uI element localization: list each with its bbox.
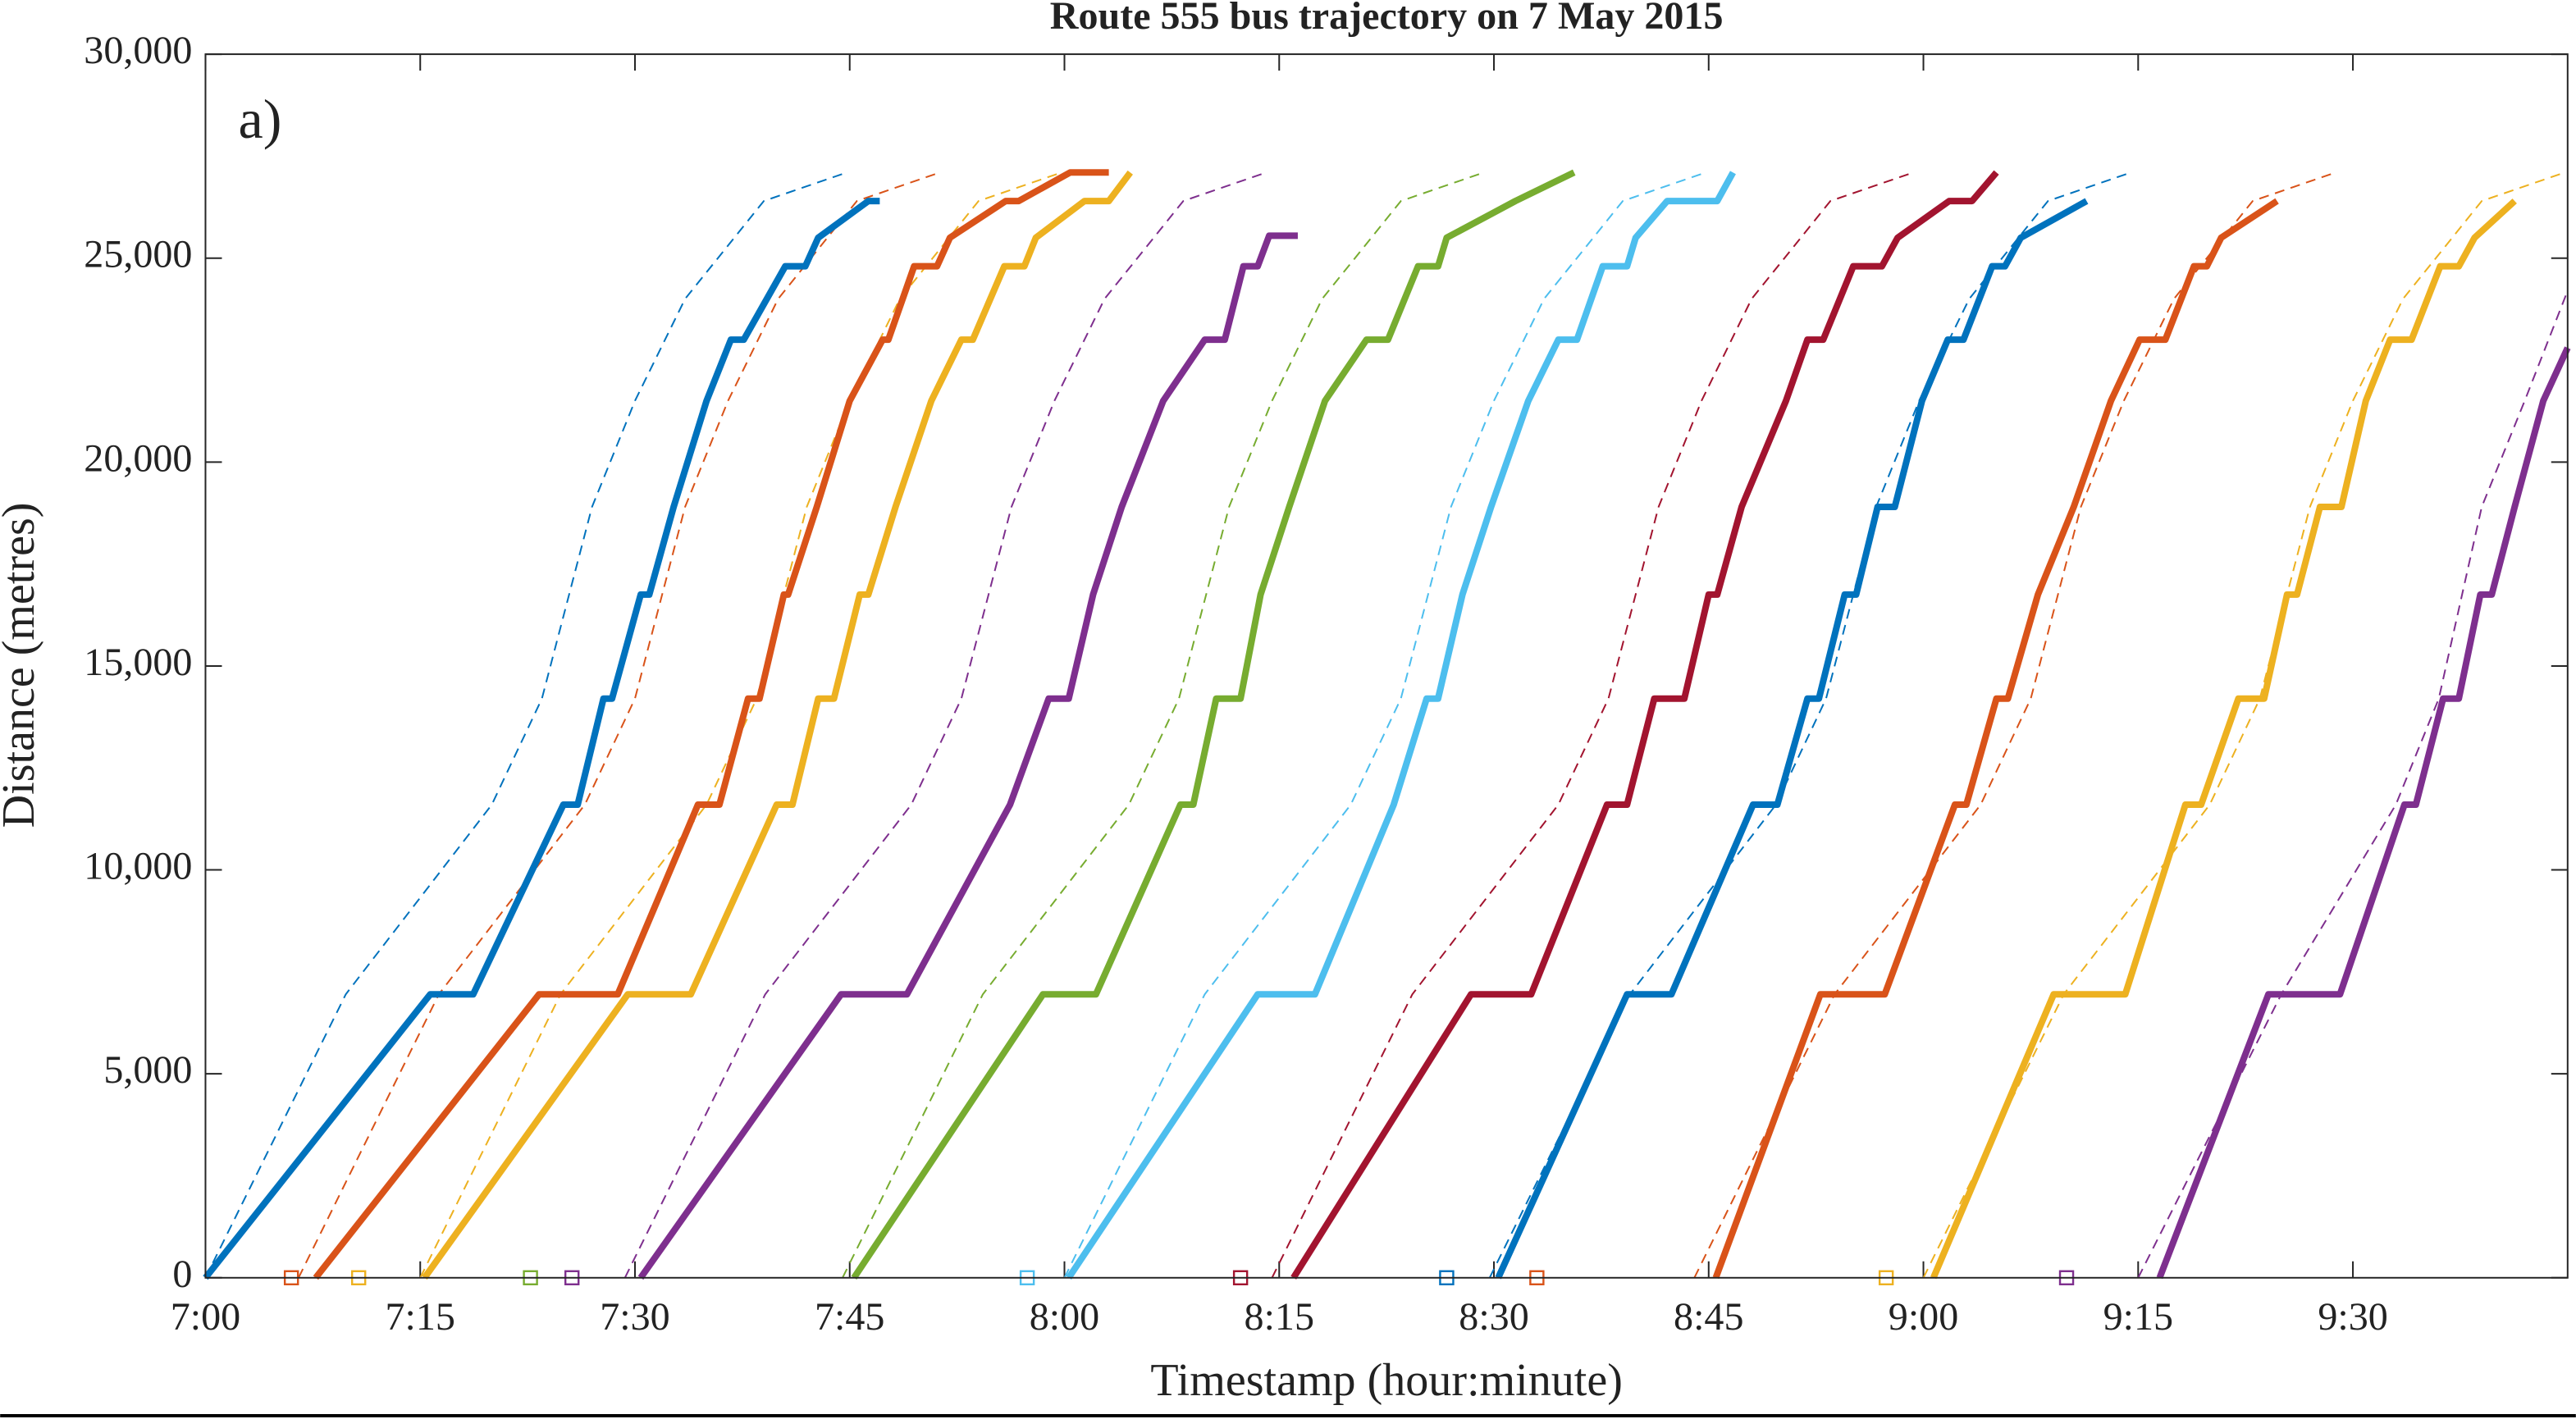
scheduled-line — [204, 171, 847, 1279]
y-tick-label: 0 — [172, 1252, 192, 1296]
x-tick-label: 7:15 — [386, 1295, 455, 1339]
trajectory-line — [1290, 170, 1999, 1280]
x-tick-label: 8:15 — [1245, 1295, 1314, 1339]
trajectory-line — [422, 170, 1133, 1280]
trajectory-line — [1495, 198, 2089, 1280]
trajectory-line — [1930, 198, 2517, 1280]
y-tick-label: 30,000 — [84, 29, 192, 72]
trajectory-line — [2156, 346, 2571, 1280]
scheduled-line — [1063, 171, 1706, 1279]
y-tick-label: 5,000 — [103, 1048, 192, 1092]
scheduled-line — [298, 171, 941, 1279]
y-tick-label: 25,000 — [84, 233, 192, 276]
x-tick-label: 7:00 — [171, 1295, 240, 1339]
scheduled-line — [842, 171, 1485, 1279]
trajectory-line — [203, 198, 880, 1280]
scheduled-line — [1271, 171, 1914, 1279]
plot-frame — [204, 53, 2569, 1279]
x-tick-label: 9:15 — [2103, 1295, 2173, 1339]
x-tick-label: 7:45 — [815, 1295, 884, 1339]
scheduled-line — [623, 171, 1267, 1279]
chart-title: Route 555 bus trajectory on 7 May 2015 — [1050, 0, 1724, 38]
y-axis-label: Distance (metres) — [0, 503, 44, 828]
x-tick-label: 7:30 — [600, 1295, 669, 1339]
trajectory-line — [1712, 198, 2279, 1280]
x-tick-label: 9:00 — [1889, 1295, 1958, 1339]
x-tick-label: 8:00 — [1030, 1295, 1099, 1339]
y-tick-label: 20,000 — [84, 436, 192, 480]
scheduled-line — [1922, 171, 2565, 1279]
x-tick-label: 9:30 — [2318, 1295, 2387, 1339]
trajectory-line — [1066, 171, 1736, 1280]
trajectory-line — [637, 232, 1298, 1280]
trajectory-line — [313, 169, 1109, 1280]
x-tick-label: 8:30 — [1459, 1295, 1528, 1339]
y-tick-label: 15,000 — [84, 641, 192, 684]
x-axis-label: Timestamp (hour:minute) — [1150, 1355, 1623, 1406]
trajectory-line — [851, 169, 1576, 1280]
y-tick-label: 10,000 — [84, 845, 192, 888]
panel-annotation: a) — [239, 88, 282, 150]
x-tick-label: 8:45 — [1674, 1295, 1743, 1339]
